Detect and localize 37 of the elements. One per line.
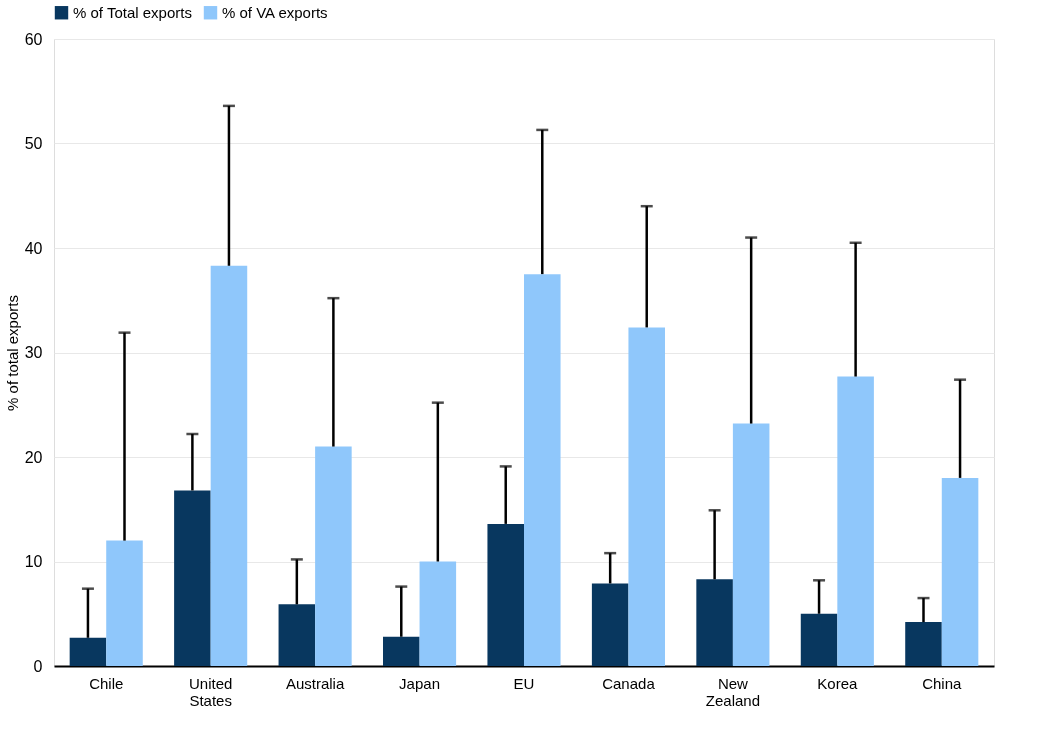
- x-tick-label: Korea: [817, 674, 858, 692]
- x-tick-label: Chile: [89, 674, 124, 692]
- bar: [315, 446, 352, 666]
- bar: [837, 376, 874, 666]
- y-tick-label: 50: [24, 135, 43, 152]
- bar: [800, 613, 838, 666]
- bar: [106, 540, 143, 666]
- bar: [419, 561, 457, 666]
- x-tick-label: Canada: [602, 674, 656, 692]
- x-tick-label: Australia: [285, 674, 345, 692]
- x-tick-label: Japan: [399, 674, 440, 692]
- y-tick-label: 60: [24, 30, 43, 48]
- bar: [628, 327, 665, 666]
- y-tick-label: 10: [24, 553, 43, 570]
- bar: [383, 636, 420, 666]
- bar: [69, 637, 107, 666]
- bar: [174, 490, 211, 666]
- x-tick-label: EU: [513, 674, 535, 692]
- y-tick-label: 0: [33, 657, 43, 675]
- bar: [524, 274, 561, 666]
- bar: [905, 622, 942, 666]
- legend-label: % of VA exports: [222, 3, 328, 21]
- y-tick-label: 20: [24, 448, 43, 466]
- y-axis-title: % of total exports: [3, 295, 21, 411]
- x-tick-label: United States: [188, 674, 233, 709]
- bar: [591, 583, 629, 666]
- x-tick-label: New Zealand: [705, 674, 760, 709]
- bar: [732, 423, 770, 666]
- bar: [941, 477, 979, 666]
- y-tick-label: 40: [24, 239, 43, 257]
- legend-label: % of Total exports: [73, 3, 192, 21]
- bar: [278, 604, 316, 666]
- bar: [696, 579, 733, 666]
- bar: [210, 265, 248, 666]
- y-tick-label: 30: [24, 344, 43, 361]
- x-tick-label: China: [922, 674, 963, 692]
- bar: [487, 523, 524, 666]
